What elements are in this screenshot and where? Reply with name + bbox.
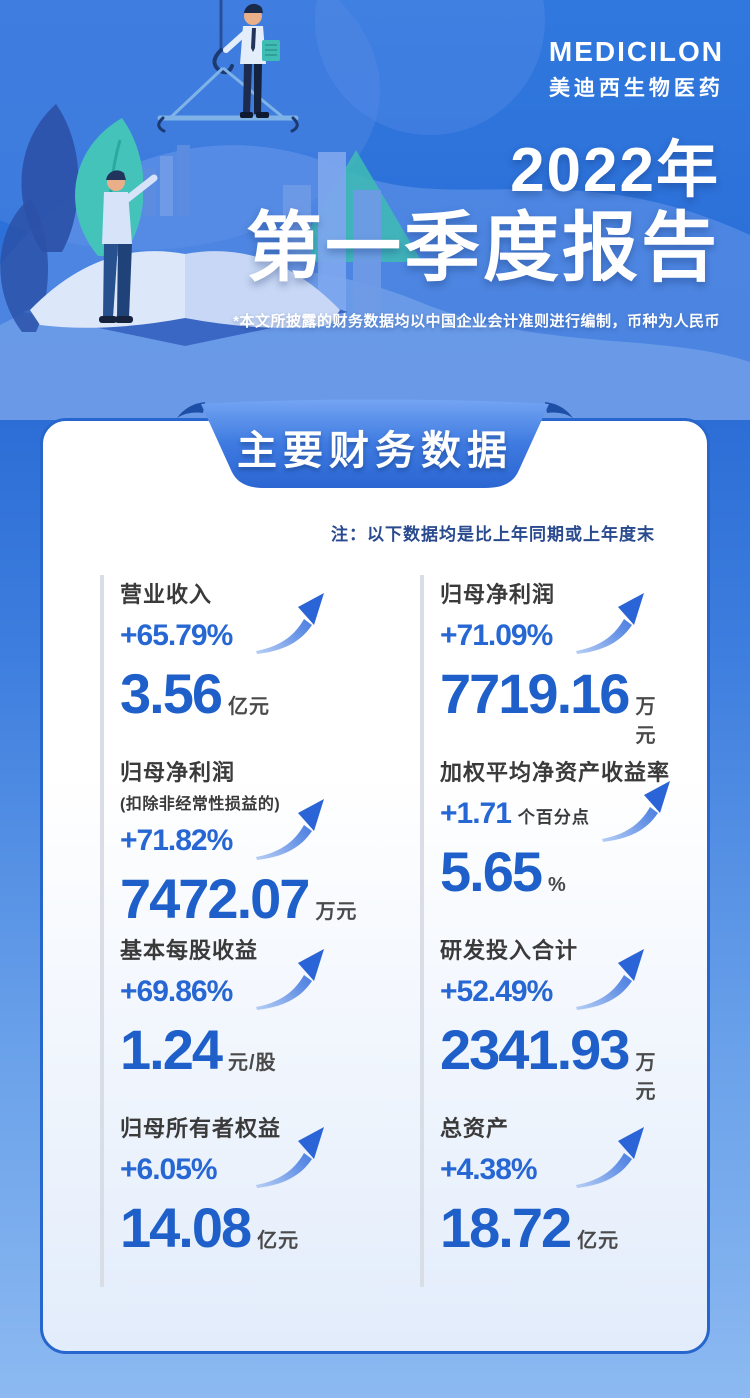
financial-data-card — [40, 418, 710, 1354]
section-title: 主要财务数据 — [237, 429, 513, 473]
metric-value: 7472.07 — [120, 867, 310, 930]
metric-value: 7719.16 — [440, 662, 630, 725]
metric-rd-investment: 研发投入合计 +52.49% 2341.93 万元 — [420, 931, 670, 1109]
rise-arrow-icon — [256, 1127, 324, 1188]
metric-unit: 万元 — [635, 696, 657, 747]
rise-arrow-icon — [576, 949, 644, 1010]
metric-unit: 元/股 — [228, 1052, 277, 1074]
metric-change: +4.38% — [440, 1153, 670, 1187]
metric-unit: 万元 — [315, 901, 358, 923]
person-pointing-icon — [99, 170, 158, 323]
metric-weighted-roe: 加权平均净资产收益率 +1.71 个百分点 5.65 % — [420, 753, 670, 931]
metric-change-value: +65.79% — [120, 619, 233, 652]
metric-change-value: +1.71 — [440, 797, 512, 830]
metric-value-row: 18.72 亿元 — [440, 1195, 670, 1260]
ribbon-banner: 主要财务数据 — [175, 396, 575, 492]
metric-total-assets: 总资产 +4.38% 18.72 亿元 — [420, 1109, 670, 1287]
metric-change: +6.05% — [120, 1153, 420, 1187]
page-title-year: 2022年 — [510, 136, 720, 205]
metric-label: 总资产 — [440, 1116, 510, 1141]
metric-value-row: 1.24 元/股 — [120, 1017, 420, 1082]
brand-logo-en: MEDICILON — [548, 36, 724, 67]
page-title-report: 第一季度报告 — [246, 206, 720, 292]
rise-arrow-icon — [256, 593, 324, 654]
metric-eps: 基本每股收益 +69.86% 1.24 元/股 — [100, 931, 420, 1109]
metric-value: 5.65 — [440, 840, 543, 903]
metric-unit: 亿元 — [577, 1230, 620, 1252]
metric-change: +69.86% — [120, 975, 420, 1009]
metric-change-value: +71.82% — [120, 824, 233, 857]
metric-change: +1.71 个百分点 — [440, 797, 670, 831]
rise-arrow-icon — [256, 949, 324, 1010]
metric-label: 基本每股收益 — [120, 938, 259, 963]
metric-label: 加权平均净资产收益率 — [440, 760, 671, 785]
disclaimer-note: *本文所披露的财务数据均以中国企业会计准则进行编制，币种为人民币 — [233, 313, 720, 330]
rise-arrow-icon — [256, 799, 324, 860]
metric-value-row: 3.56 亿元 — [120, 661, 420, 726]
page-title: 2022年 第一季度报告 — [246, 138, 720, 289]
rise-arrow-icon — [576, 593, 644, 654]
metric-change-value: +4.38% — [440, 1153, 538, 1186]
metrics-grid: 营业收入 +65.79% 3.56 亿元 归母净利润 +71.09% — [100, 575, 670, 1287]
metric-unit: 万元 — [635, 1052, 657, 1103]
rise-arrow-icon — [602, 781, 670, 842]
metric-revenue: 营业收入 +65.79% 3.56 亿元 — [100, 575, 420, 753]
metric-value-row: 5.65 % — [440, 839, 670, 904]
metric-label: 归母净利润 — [120, 760, 236, 785]
metric-unit: % — [548, 874, 567, 896]
data-comparison-note: 注：以下数据均是比上年同期或上年度末 — [331, 525, 655, 544]
metric-change-value: +52.49% — [440, 975, 553, 1008]
metric-label: 营业收入 — [120, 582, 213, 607]
metric-unit: 亿元 — [257, 1230, 300, 1252]
metric-label: 归母所有者权益 — [120, 1116, 282, 1141]
metric-change: +65.79% — [120, 619, 420, 653]
metric-change-value: +6.05% — [120, 1153, 218, 1186]
metric-sublabel: (扣除非经常性损益的) — [120, 796, 281, 813]
metric-value: 14.08 — [120, 1196, 252, 1259]
rise-arrow-icon — [576, 1127, 644, 1188]
metric-value: 3.56 — [120, 662, 223, 725]
metric-unit: 亿元 — [228, 696, 270, 718]
person-on-trapeze-icon — [223, 3, 280, 118]
brand-logo-zh: 美迪西生物医药 — [548, 77, 724, 100]
metric-label: 研发投入合计 — [440, 938, 579, 963]
metric-value-row: 7719.16 万元 — [440, 661, 670, 748]
ribbon-shape — [177, 399, 573, 488]
metric-change-value: +69.86% — [120, 975, 233, 1008]
metric-value: 18.72 — [440, 1196, 572, 1259]
metric-net-profit-deducted: 归母净利润 (扣除非经常性损益的) +71.82% 7472.07 万元 — [100, 753, 420, 931]
metric-change-value: +71.09% — [440, 619, 553, 652]
metric-value: 2341.93 — [440, 1018, 630, 1081]
metric-net-profit: 归母净利润 +71.09% 7719.16 万元 — [420, 575, 670, 753]
hero-illustration — [0, 0, 750, 420]
metric-value-row: 14.08 亿元 — [120, 1195, 420, 1260]
metric-change: +52.49% — [440, 975, 670, 1009]
metric-change: +71.82% — [120, 824, 420, 858]
metric-change-suffix: 个百分点 — [517, 808, 590, 827]
metric-change: +71.09% — [440, 619, 670, 653]
brand-logo: MEDICILON 美迪西生物医药 — [549, 36, 724, 102]
metric-owner-equity: 归母所有者权益 +6.05% 14.08 亿元 — [100, 1109, 420, 1287]
metric-label: 归母净利润 — [440, 582, 556, 607]
background-blob — [315, 0, 545, 135]
metric-value-row: 7472.07 万元 — [120, 866, 420, 931]
metric-value-row: 2341.93 万元 — [440, 1017, 670, 1104]
metric-value: 1.24 — [120, 1018, 223, 1081]
crane-hook-icon — [157, 0, 299, 133]
